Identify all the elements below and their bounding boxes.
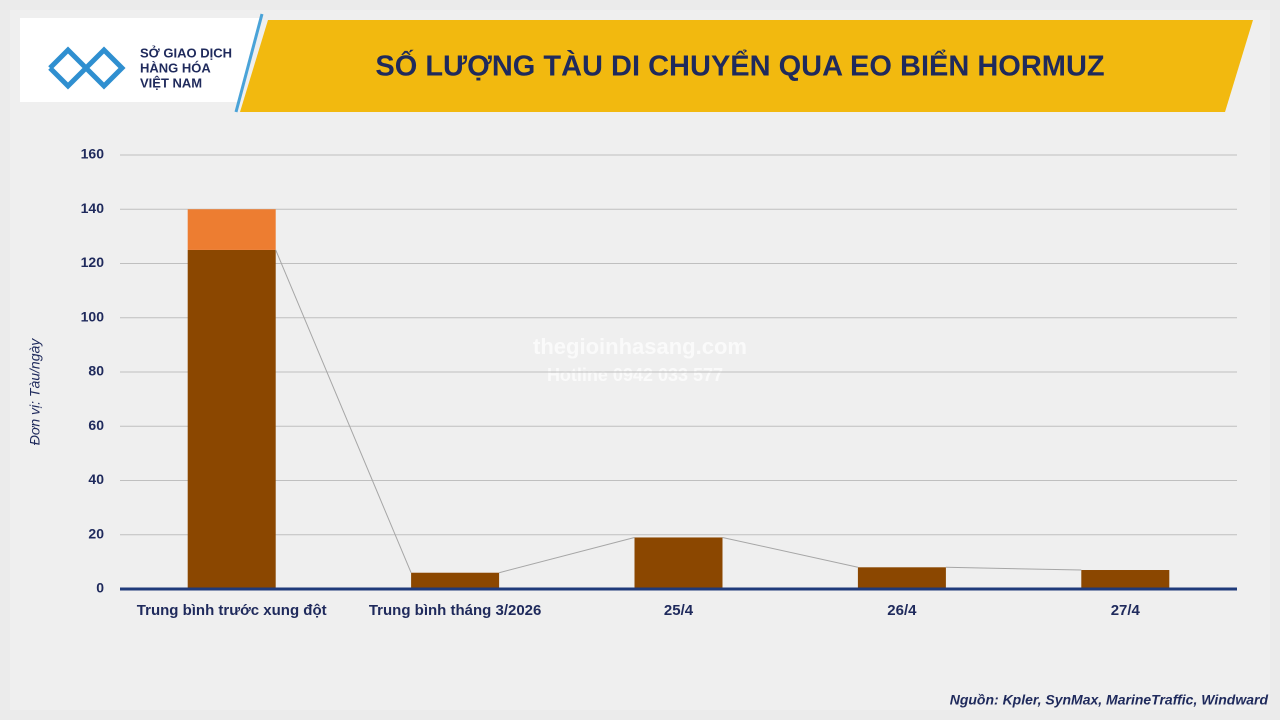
source-note: Nguồn: Kpler, SynMax, MarineTraffic, Win… xyxy=(950,692,1269,708)
bar xyxy=(634,537,723,589)
y-tick-label: 140 xyxy=(81,200,105,216)
y-tick-label: 120 xyxy=(81,254,105,270)
y-tick-label: 80 xyxy=(88,363,104,379)
logo-box xyxy=(20,18,262,102)
series-line xyxy=(945,566,1082,571)
y-axis-label: Đơn vị: Tàu/ngày xyxy=(27,338,43,446)
logo-text: VIỆT NAM xyxy=(140,75,202,90)
logo-accent xyxy=(234,13,264,113)
series-line xyxy=(722,536,859,568)
bar xyxy=(187,209,276,250)
series-line xyxy=(498,536,635,574)
title-banner xyxy=(240,20,1253,112)
bar xyxy=(1081,570,1170,589)
y-tick-label: 20 xyxy=(88,525,104,541)
watermark: thegioinhasang.com xyxy=(533,334,747,359)
x-tick-label: 26/4 xyxy=(887,602,917,619)
bar xyxy=(857,567,946,589)
y-tick-label: 60 xyxy=(88,417,104,433)
x-tick-label: 27/4 xyxy=(1111,602,1141,619)
series-line xyxy=(275,249,412,573)
x-tick-label: 25/4 xyxy=(664,602,694,619)
logo-text: HÀNG HÓA xyxy=(140,60,211,75)
x-tick-label: Trung bình trước xung đột xyxy=(137,602,327,619)
logo-text: SỞ GIAO DỊCH xyxy=(140,45,232,60)
bar xyxy=(187,249,276,589)
logo-icon xyxy=(48,46,126,90)
watermark: Hotline 0942 033 577 xyxy=(547,365,723,385)
bar xyxy=(411,572,500,589)
chart-title: SỐ LƯỢNG TÀU DI CHUYỂN QUA EO BIỂN HORMU… xyxy=(375,49,1104,83)
y-tick-label: 160 xyxy=(81,146,105,162)
y-tick-label: 100 xyxy=(81,308,105,324)
x-tick-label: Trung bình tháng 3/2026 xyxy=(369,602,542,619)
y-tick-label: 40 xyxy=(88,471,104,487)
y-tick-label: 0 xyxy=(96,580,104,596)
